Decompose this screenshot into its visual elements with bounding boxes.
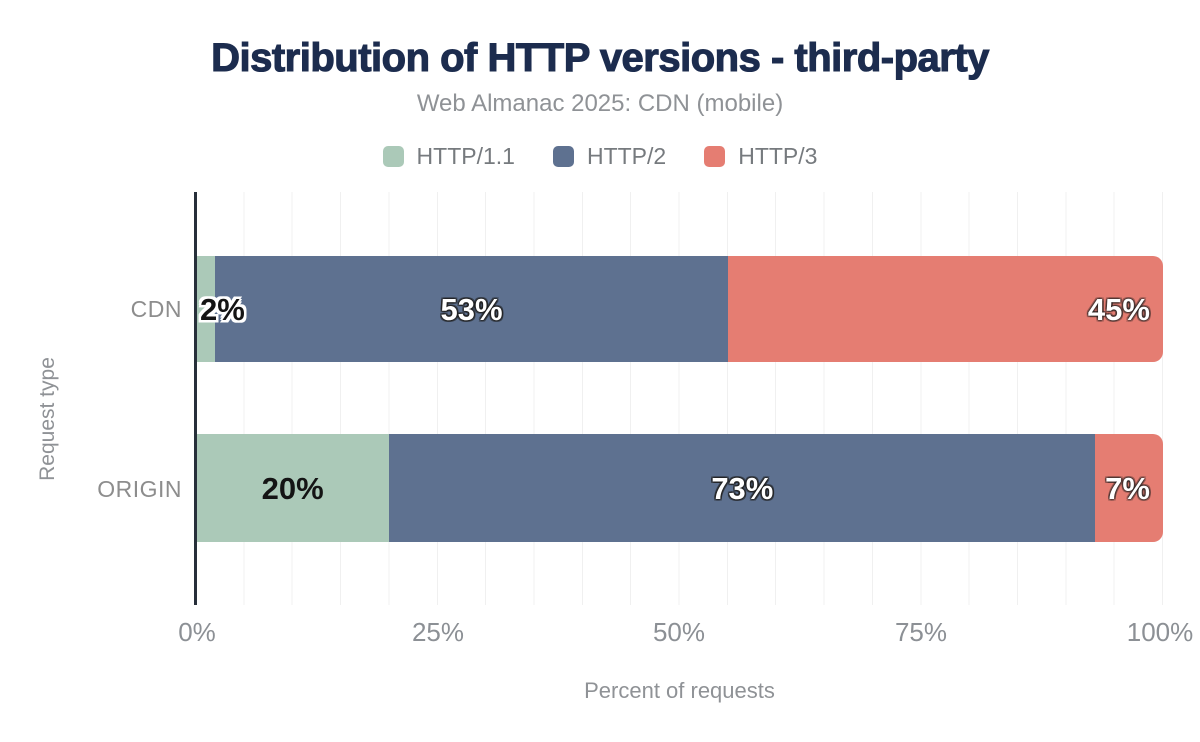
y-axis-title: Request type xyxy=(36,357,59,481)
bar-data-label: 7% xyxy=(1105,470,1150,506)
plot-area: 2% 53% 45% 20% 73% 7% xyxy=(196,192,1163,605)
bar-row-origin: 20% 73% 7% xyxy=(196,434,1163,542)
y-axis-line xyxy=(194,192,197,605)
bar-data-label: 20% xyxy=(261,470,324,506)
bar-row-cdn: 2% 53% 45% xyxy=(196,256,1163,362)
legend-label: HTTP/2 xyxy=(586,143,667,169)
bar-segment-http11-origin[interactable]: 20% xyxy=(196,434,390,542)
chart-title: Distribution of HTTP versions - third-pa… xyxy=(211,35,990,80)
bar-segment-http3-cdn[interactable]: 45% xyxy=(727,256,1163,362)
bar-segment-http2-cdn[interactable]: 53% xyxy=(215,256,728,362)
legend-swatch-icon xyxy=(704,146,726,167)
legend-label: HTTP/3 xyxy=(738,143,818,169)
bar-segment-http2-origin[interactable]: 73% xyxy=(389,434,1096,542)
legend-item-http3[interactable]: HTTP/3 xyxy=(704,143,817,170)
legend: HTTP/1.1 HTTP/2 HTTP/3 xyxy=(0,143,1200,170)
category-label-cdn: CDN xyxy=(130,296,182,322)
x-tick-label: 0% xyxy=(178,617,216,647)
bar-data-label: 45% xyxy=(1087,291,1150,327)
x-tick-label: 25% xyxy=(411,617,465,647)
x-axis-title: Percent of requests xyxy=(584,678,775,703)
legend-swatch-icon xyxy=(382,146,404,167)
bar-segment-http11-cdn[interactable]: 2% xyxy=(196,256,245,362)
x-tick-label: 100% xyxy=(1126,617,1194,647)
bar-data-label: 2% xyxy=(200,291,245,327)
bar-data-label: 73% xyxy=(711,470,774,506)
x-tick-label: 75% xyxy=(894,617,948,647)
x-tick-label: 50% xyxy=(652,617,706,647)
chart-subtitle: Web Almanac 2025: CDN (mobile) xyxy=(416,90,784,117)
legend-item-http11[interactable]: HTTP/1.1 xyxy=(382,143,515,170)
category-label-origin: ORIGIN xyxy=(97,476,182,502)
bar-segment-http3-origin[interactable]: 7% xyxy=(1095,434,1163,542)
legend-label: HTTP/1.1 xyxy=(416,143,515,169)
bar-data-label: 53% xyxy=(440,291,503,327)
legend-item-http2[interactable]: HTTP/2 xyxy=(552,143,667,170)
legend-swatch-icon xyxy=(552,146,574,167)
